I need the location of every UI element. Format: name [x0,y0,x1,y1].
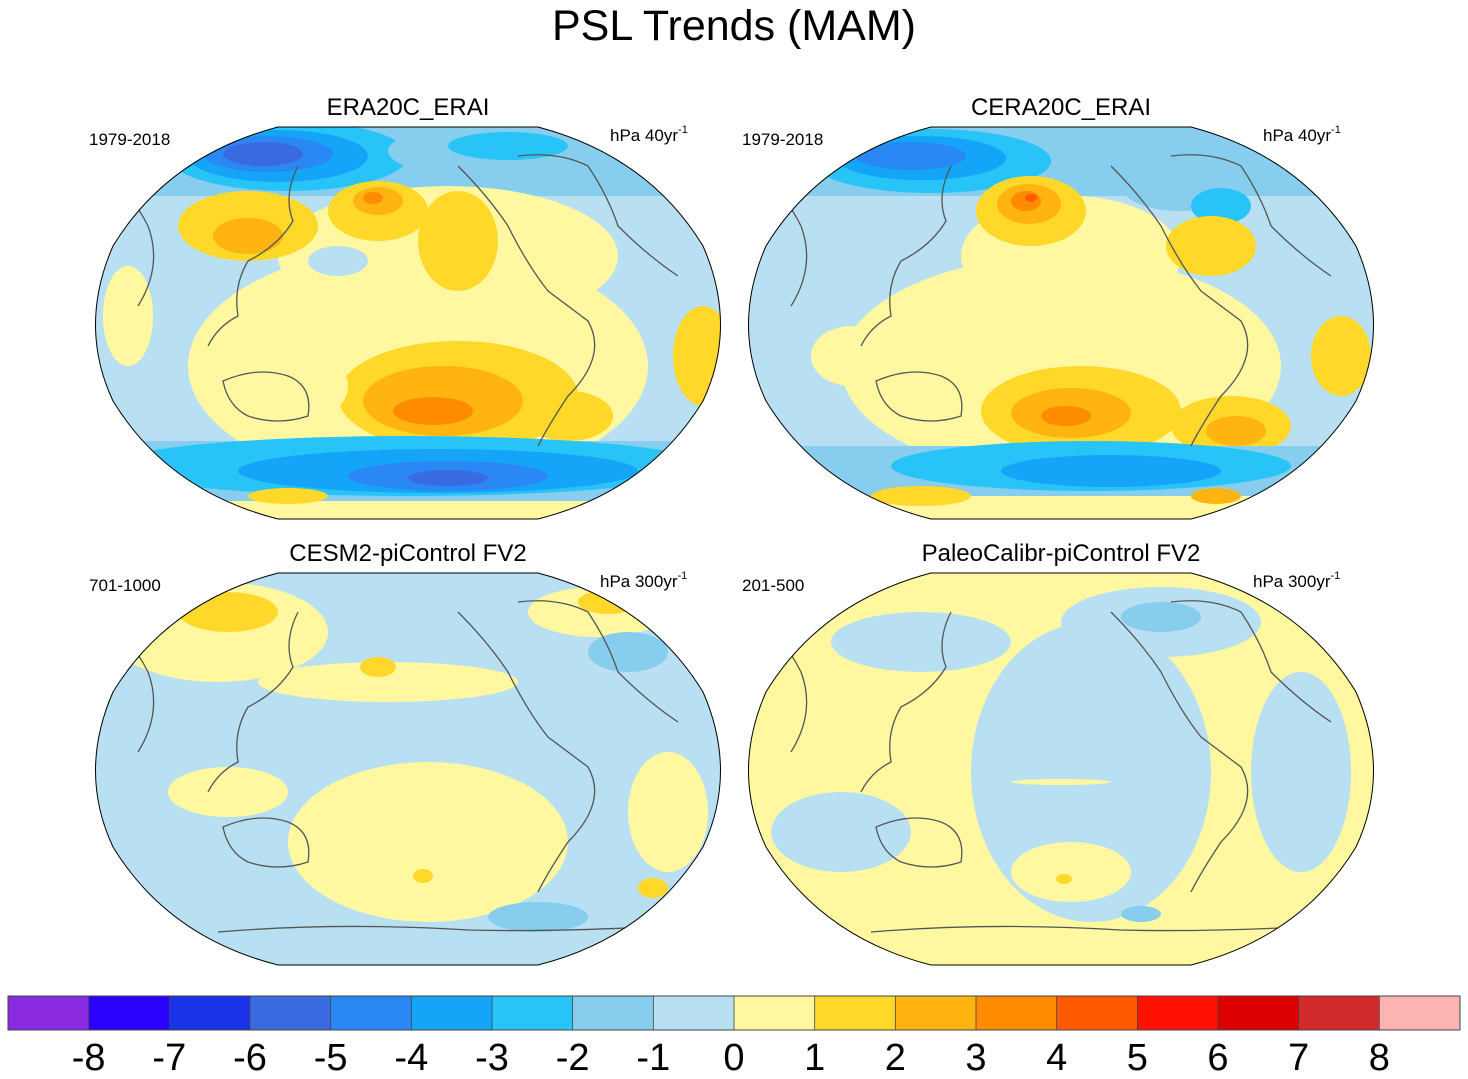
colorbar-tick-label: -4 [394,1037,428,1079]
colorbar-tick-label: -8 [72,1037,106,1079]
colorbar-swatch [492,996,574,1030]
colorbar-swatch [8,996,90,1030]
colorbar-swatch [734,996,816,1030]
colorbar-swatch [88,996,170,1030]
colorbar-swatch [814,996,896,1030]
unit-label-paleocalibr: hPa 300yr-1 [1253,570,1341,591]
colorbar-swatch [653,996,735,1030]
period-label-era20c: 1979-2018 [89,130,171,149]
panel-title-cera20c: CERA20C_ERAI [970,94,1152,121]
colorbar-tick-label: -1 [636,1037,670,1079]
colorbar-swatch [1056,996,1138,1030]
colorbar-swatch [976,996,1058,1030]
colorbar-tick-label: -7 [152,1037,186,1079]
colorbar-tick-label: -5 [314,1037,348,1079]
colorbar-tick-label: 6 [1207,1037,1228,1079]
panel-title-cesm2: CESM2-piControl FV2 [289,540,527,567]
unit-label-cesm2: hPa 300yr-1 [600,570,688,591]
map-paleocalibr [748,572,1374,966]
unit-label-era20c: hPa 40yr-1 [610,124,688,145]
colorbar-tick-label: 0 [723,1037,744,1079]
colorbar-tick-label: 8 [1369,1037,1390,1079]
colorbar-swatch [169,996,251,1030]
colorbar-tick-label: 4 [1046,1037,1067,1079]
colorbar-swatch [250,996,332,1030]
colorbar-tick-label: 3 [965,1037,986,1079]
map-cesm2 [95,572,721,966]
period-label-paleocalibr: 201-500 [742,576,805,595]
panel-title-paleocalibr: PaleoCalibr-piControl FV2 [921,540,1201,567]
colorbar-swatch [1137,996,1219,1030]
period-label-cera20c: 1979-2018 [742,130,824,149]
colorbar-tick-label: -2 [556,1037,590,1079]
period-label-cesm2: 701-1000 [89,576,161,595]
colorbar-tick-label: 5 [1127,1037,1148,1079]
figure-title: PSL Trends (MAM) [552,2,916,50]
colorbar-tick-label: 1 [804,1037,825,1079]
colorbar-swatch [1218,996,1300,1030]
colorbar-tick-label: 7 [1288,1037,1309,1079]
colorbar-swatch [1298,996,1380,1030]
colorbar: -8 -7 -6 -5 -4 -3 -2 -1 0 1 2 3 4 5 6 7 8 [7,995,1461,1079]
colorbar-swatch [330,996,412,1030]
colorbar-tick-label: 2 [885,1037,906,1079]
unit-label-cera20c: hPa 40yr-1 [1263,124,1341,145]
map-cera20c [748,126,1374,520]
map-era20c [95,126,721,520]
colorbar-swatch [895,996,977,1030]
colorbar-tick-label: -3 [475,1037,509,1079]
colorbar-swatch [572,996,654,1030]
colorbar-swatch [411,996,493,1030]
colorbar-swatch [1379,996,1461,1030]
colorbar-tick-label: -6 [233,1037,267,1079]
panel-title-era20c: ERA20C_ERAI [326,94,490,121]
